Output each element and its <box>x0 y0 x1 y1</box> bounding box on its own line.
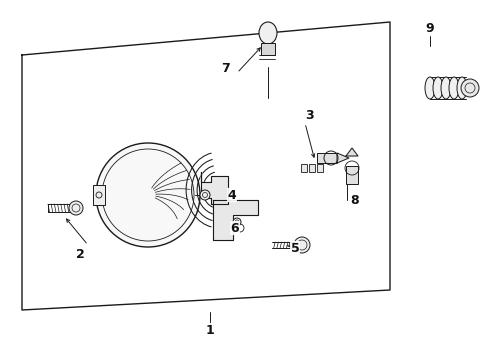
Text: 6: 6 <box>231 221 239 234</box>
Text: 8: 8 <box>351 194 359 207</box>
FancyBboxPatch shape <box>317 164 323 172</box>
Polygon shape <box>346 148 358 156</box>
Ellipse shape <box>425 77 435 99</box>
Ellipse shape <box>449 77 459 99</box>
Ellipse shape <box>259 22 277 44</box>
Text: 4: 4 <box>228 189 236 202</box>
FancyBboxPatch shape <box>317 153 337 163</box>
Text: 7: 7 <box>220 62 229 75</box>
Polygon shape <box>337 153 349 163</box>
Text: 9: 9 <box>426 22 434 35</box>
Ellipse shape <box>441 77 451 99</box>
Text: 3: 3 <box>306 108 314 122</box>
Circle shape <box>96 143 200 247</box>
Polygon shape <box>213 200 258 240</box>
Circle shape <box>461 79 479 97</box>
FancyBboxPatch shape <box>93 185 105 205</box>
FancyBboxPatch shape <box>301 164 307 172</box>
Circle shape <box>69 201 83 215</box>
Circle shape <box>233 218 241 226</box>
FancyBboxPatch shape <box>346 166 358 184</box>
Ellipse shape <box>457 77 467 99</box>
Polygon shape <box>201 172 228 204</box>
Circle shape <box>200 190 210 200</box>
Ellipse shape <box>433 77 443 99</box>
FancyBboxPatch shape <box>309 164 315 172</box>
FancyBboxPatch shape <box>261 43 275 55</box>
Circle shape <box>294 237 310 253</box>
Text: 5: 5 <box>291 242 299 255</box>
Text: 1: 1 <box>206 324 215 337</box>
Text: 2: 2 <box>75 248 84 261</box>
